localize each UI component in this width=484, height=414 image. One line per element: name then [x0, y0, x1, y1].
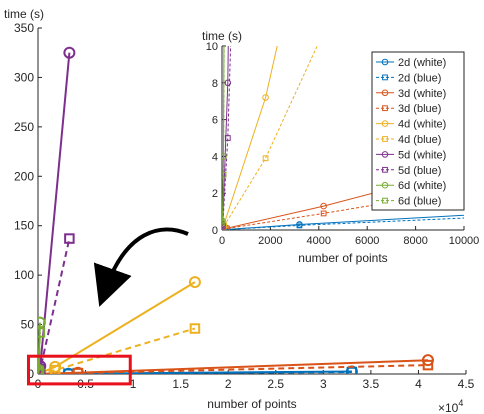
inset-x-tick-label: 0 — [219, 235, 225, 247]
inset-y-tick-label: 2 — [212, 188, 218, 200]
main-point-3d-blue — [422, 359, 434, 371]
inset-point-5d-blue — [224, 135, 231, 141]
inset-y-tick-label: 6 — [212, 115, 218, 127]
inset-point-4d-white — [262, 94, 269, 101]
inset-series-group — [222, 46, 464, 230]
legend-marker-5d-blue — [382, 166, 388, 173]
main-x-tick-label: 2.5 — [267, 377, 284, 391]
main-y-axis-title: time (s) — [4, 7, 44, 21]
legend-marker-2d-blue — [382, 74, 388, 81]
main-x-multiplier-exponent: 4 — [458, 398, 463, 408]
legend-marker-4d-blue — [382, 136, 388, 142]
inset-x-tick-label: 6000 — [355, 235, 379, 247]
legend-label-2d-blue: 2d (blue) — [398, 72, 441, 84]
legend-label-4d-white: 4d (white) — [398, 119, 446, 131]
legend-label-4d-blue: 4d (blue) — [398, 134, 441, 146]
inset-y-tick-label: 0 — [212, 225, 218, 237]
inset-point-3d-white — [320, 202, 327, 210]
inset-x-tick-label: 10000 — [449, 235, 480, 247]
main-y-tick-label: 100 — [14, 268, 34, 282]
main-x-tick-label: 3.5 — [363, 377, 380, 391]
inset-x-tick-label: 4000 — [307, 235, 331, 247]
legend: 2d (white) 2d (blue) 3d (white) 3d (blue) 4d… — [371, 51, 465, 211]
main-point-6d-blue — [38, 365, 44, 374]
main-x-multiplier: ×104 — [438, 398, 463, 414]
main-y-tick-label: 200 — [14, 169, 34, 183]
main-y-tick-label: 50 — [21, 318, 35, 332]
legend-label-3d-blue: 3d (blue) — [398, 103, 441, 115]
legend-marker-2d-white — [381, 58, 389, 66]
main-x-tick-label: 1 — [130, 377, 137, 391]
inset-y-tick-label: 8 — [212, 78, 218, 90]
inset-x-tick-label: 2000 — [258, 235, 282, 247]
inset-point-4d-blue — [262, 155, 269, 162]
inset-series-line-4d-blue — [223, 46, 318, 227]
legend-marker-4d-white — [381, 120, 389, 127]
main-x-tick-label: 4 — [415, 377, 422, 391]
zoom-arrow — [93, 227, 189, 307]
main-x-tick-label: 2 — [225, 377, 232, 391]
inset-x-axis-title: number of points — [298, 251, 387, 265]
legend-label-5d-blue: 5d (blue) — [398, 165, 441, 177]
main-series-line-4d-blue — [38, 327, 196, 374]
legend-marker-6d-blue — [382, 197, 388, 204]
legend-marker-5d-white — [381, 151, 389, 158]
legend-label-2d-white: 2d (white) — [398, 57, 446, 69]
main-series-line-4d-white — [38, 281, 196, 374]
legend-label-3d-white: 3d (white) — [398, 88, 446, 100]
main-point-6d-blue — [38, 327, 46, 338]
inset-point-2d-blue — [296, 222, 303, 229]
main-point-4d-blue — [189, 323, 201, 334]
main-y-tick-label: 350 — [14, 21, 34, 35]
main-x-axis-title: number of points — [207, 397, 296, 411]
inset-y-axis-title: time (s) — [202, 29, 242, 43]
main-point-4d-blue — [49, 364, 61, 374]
inset-y-tick-label: 10 — [206, 41, 218, 53]
legend-marker-3d-blue — [382, 105, 388, 112]
inset-x-tick-label: 8000 — [403, 235, 427, 247]
inset-series-line-4d-white — [223, 46, 278, 225]
main-x-tick-label: 4.5 — [458, 377, 475, 391]
inset-point-6d-blue — [222, 171, 227, 178]
inset-y-tick-label: 4 — [212, 151, 218, 163]
legend-marker-6d-white — [381, 181, 389, 189]
legend-label-6d-blue: 6d (blue) — [398, 196, 441, 208]
main-series-group — [38, 46, 434, 374]
inset-series-line-6d-blue — [222, 46, 225, 223]
main-x-tick-label: 1.5 — [172, 377, 189, 391]
inset-point-3d-blue — [320, 210, 327, 217]
main-y-tick-label: 150 — [14, 219, 34, 233]
main-y-tick-label: 250 — [14, 120, 34, 134]
main-x-tick-label: 3 — [320, 377, 327, 391]
inset-point-6d-white — [222, 153, 227, 160]
main-point-5d-blue — [64, 233, 75, 244]
main-y-tick-label: 0 — [27, 367, 34, 381]
main-point-4d-white — [188, 276, 201, 289]
inset-point-5d-white — [224, 79, 232, 87]
main-y-tick-label: 300 — [14, 70, 34, 84]
main-series-line-6d-blue — [38, 332, 41, 374]
main-point-5d-white — [63, 46, 76, 59]
main-series-line-5d-blue — [38, 238, 71, 374]
legend-label-6d-white: 6d (white) — [398, 180, 446, 192]
zoom-highlight-box — [26, 354, 132, 386]
main-plot: 0 0.5 1 1.5 2 2.5 3 3.5 4 4.505010015020025030035… — [4, 7, 475, 414]
inset-series-line-2d-blue — [222, 217, 464, 230]
legend-label-5d-white: 5d (white) — [398, 149, 446, 161]
inset-point-6d-blue — [222, 219, 226, 226]
legend-marker-3d-white — [381, 89, 389, 97]
main-point-3d-blue — [72, 367, 84, 374]
